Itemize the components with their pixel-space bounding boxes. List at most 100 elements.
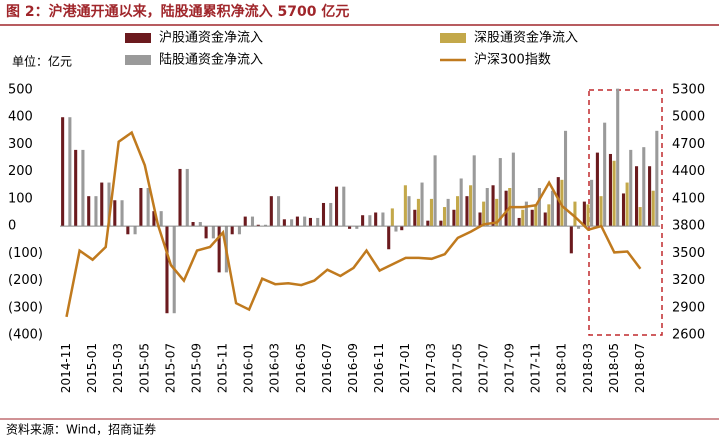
bar xyxy=(381,212,385,227)
bar xyxy=(165,226,169,314)
x-tick-label: 2018-05 xyxy=(607,343,621,393)
bar xyxy=(595,152,599,227)
bar xyxy=(429,198,434,227)
bar xyxy=(573,201,577,227)
bar xyxy=(416,198,420,227)
bar xyxy=(577,226,581,229)
bar xyxy=(547,204,551,227)
bar xyxy=(452,209,456,227)
legend-label: 沪深300指数 xyxy=(474,52,551,68)
bar xyxy=(655,130,659,227)
bar xyxy=(603,122,607,227)
bar xyxy=(472,155,476,227)
x-tick-label: 2017-05 xyxy=(450,343,464,393)
x-tick-label: 2016-07 xyxy=(320,343,334,393)
bar xyxy=(120,200,124,227)
bar xyxy=(495,198,499,227)
legend-label: 沪股通资金净流入 xyxy=(159,30,263,46)
bar xyxy=(243,216,247,227)
x-tick-label: 2016-11 xyxy=(372,343,386,393)
x-tick-label: 2018-07 xyxy=(633,343,647,393)
x-tick-label: 2017-11 xyxy=(529,343,543,393)
bar xyxy=(256,224,260,227)
bar xyxy=(407,196,411,227)
bar xyxy=(439,220,443,227)
bar xyxy=(390,208,394,227)
legend-label: 陆股通资金净流入 xyxy=(159,52,263,68)
y2-tick-label: 4700 xyxy=(672,137,705,152)
bar xyxy=(368,215,372,227)
bar xyxy=(648,166,652,227)
bar xyxy=(537,188,541,227)
legend-label: 深股通资金净流入 xyxy=(474,30,578,46)
bar xyxy=(282,219,286,227)
bar xyxy=(342,186,346,227)
bar xyxy=(651,190,655,227)
x-tick-label: 2016-09 xyxy=(346,343,360,393)
bar xyxy=(638,207,642,227)
bar xyxy=(374,212,378,227)
bar xyxy=(543,212,547,227)
bar xyxy=(569,226,573,254)
bar xyxy=(504,190,508,227)
bar xyxy=(68,117,72,227)
x-tick-label: 2018-01 xyxy=(555,343,569,393)
bar xyxy=(433,155,437,227)
bar xyxy=(582,201,586,227)
y-tick-label: 0 xyxy=(8,219,16,234)
bar xyxy=(387,226,391,250)
bar xyxy=(335,186,339,227)
bar xyxy=(498,158,502,227)
bar xyxy=(217,226,221,273)
bar xyxy=(133,226,137,235)
x-tick-label: 2016-01 xyxy=(242,343,256,393)
bar xyxy=(308,217,312,227)
y2-tick-label: 3500 xyxy=(672,246,705,261)
bar xyxy=(126,226,130,235)
x-tick-label: 2017-07 xyxy=(476,343,490,393)
bar xyxy=(394,226,398,232)
y-tick-label: (100) xyxy=(8,246,43,261)
bar xyxy=(465,196,469,227)
bar xyxy=(442,207,447,227)
bar xyxy=(329,202,333,227)
x-tick-label: 2016-05 xyxy=(294,343,308,393)
bar xyxy=(159,211,163,227)
bar xyxy=(178,168,182,227)
bar xyxy=(400,226,404,231)
y2-tick-label: 4400 xyxy=(672,164,705,179)
bar xyxy=(534,204,538,227)
bar xyxy=(269,196,273,227)
bar xyxy=(316,217,320,227)
x-tick-label: 2015-09 xyxy=(189,343,203,393)
bar xyxy=(230,226,234,235)
y-tick-label: 200 xyxy=(8,164,33,179)
bar xyxy=(413,209,417,227)
bar xyxy=(74,149,78,227)
bar xyxy=(642,147,646,227)
x-tick-label: 2018-03 xyxy=(581,343,595,393)
y2-tick-label: 5300 xyxy=(672,83,705,98)
bar xyxy=(100,182,104,227)
bar xyxy=(361,215,365,227)
bar xyxy=(348,226,352,229)
y-tick-label: 400 xyxy=(8,110,33,125)
x-tick-label: 2014-11 xyxy=(59,343,73,393)
bar xyxy=(295,216,299,227)
bar xyxy=(198,222,202,227)
x-tick-label: 2017-01 xyxy=(398,343,412,393)
bar xyxy=(185,168,189,227)
y2-tick-label: 2900 xyxy=(672,300,705,315)
bar xyxy=(482,201,486,227)
bar xyxy=(237,226,241,235)
bar xyxy=(599,196,603,227)
y-axis-label: 单位：亿元 xyxy=(12,54,72,69)
bar xyxy=(420,182,424,227)
bar xyxy=(107,182,111,227)
bar xyxy=(517,217,521,227)
bar xyxy=(113,200,117,227)
x-tick-label: 2015-03 xyxy=(111,343,125,393)
bar xyxy=(61,117,65,227)
bar xyxy=(446,198,450,227)
bar xyxy=(403,185,407,227)
